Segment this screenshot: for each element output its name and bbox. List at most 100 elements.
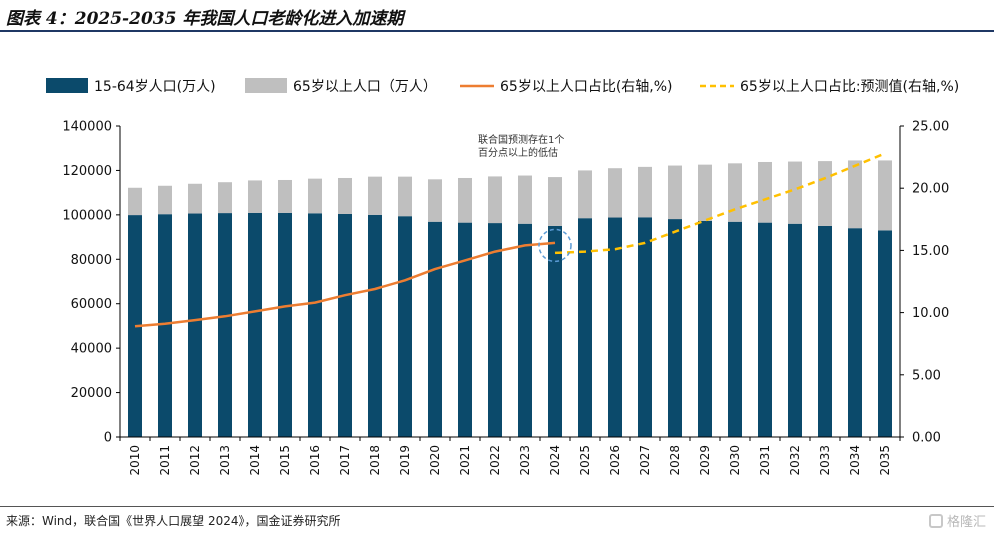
x-tick-label: 2010: [128, 445, 142, 476]
bar-65plus-2025: [578, 170, 592, 219]
bar-65plus-2031: [758, 161, 772, 223]
x-tick-label: 2029: [698, 445, 712, 476]
legend-65plus-forecast-label: 65岁以上人口占比:预测值(右轴,%): [740, 79, 959, 95]
line-65plus-share-forecast: [554, 152, 886, 255]
x-tick-label: 2033: [818, 445, 832, 476]
bar-15-64-2023: [518, 223, 532, 437]
x-tick-label: 2018: [368, 445, 382, 476]
bar-15-64-2022: [488, 223, 502, 437]
annotation-text: 百分点以上的低估: [478, 146, 558, 159]
x-tick-label: 2035: [878, 445, 892, 476]
legend-65plus-swatch: [245, 78, 287, 93]
x-tick-label: 2014: [248, 445, 262, 476]
bar-15-64-2028: [668, 219, 682, 437]
line-series: [134, 152, 886, 328]
bar-65plus-2018: [368, 176, 382, 215]
right-tick-label: 25.00: [912, 120, 949, 135]
x-tick-label: 2022: [488, 445, 502, 476]
bar-65plus-2016: [308, 178, 322, 214]
x-tick-label: 2017: [338, 445, 352, 476]
left-tick-label: 140000: [62, 120, 112, 135]
x-tick-label: 2013: [218, 445, 232, 476]
right-tick-label: 5.00: [912, 368, 941, 383]
bar-65plus-2015: [278, 179, 292, 213]
bar-15-64-2013: [218, 213, 232, 437]
source-note: 来源：Wind，联合国《世界人口展望 2024》，国金证券研究所: [6, 514, 341, 528]
legend-15-64-swatch: [46, 78, 88, 93]
bar-15-64-2014: [248, 212, 262, 437]
watermark: 格隆汇: [928, 511, 986, 530]
x-tick-label: 2021: [458, 445, 472, 476]
legend-65plus-share-label: 65岁以上人口占比(右轴,%): [500, 79, 673, 95]
bar-15-64-2015: [278, 212, 292, 437]
x-tick-label: 2031: [758, 445, 772, 476]
bar-65plus-2034: [848, 160, 862, 229]
bar-65plus-2014: [248, 180, 262, 213]
bar-65plus-2022: [488, 176, 502, 224]
axes: 0 20000 40000 60000 80000 100000 120000 140000 0…: [62, 120, 949, 476]
x-tick-label: 2030: [728, 445, 742, 476]
x-tick-label: 2012: [188, 445, 202, 476]
x-tick-label: 2034: [848, 445, 862, 476]
bar-15-64-2011: [158, 214, 172, 437]
x-tick-label: 2025: [578, 445, 592, 476]
bar-15-64-2032: [788, 223, 802, 437]
x-tick-label: 2015: [278, 445, 292, 476]
bar-15-64-2016: [308, 213, 322, 437]
x-tick-label: 2016: [308, 445, 322, 476]
bar-15-64-2025: [578, 218, 592, 437]
bar-65plus-2019: [398, 176, 412, 217]
page-title: 图表 4：2025-2035 年我国人口老龄化进入加速期: [6, 9, 404, 29]
bar-series: [128, 160, 892, 437]
bar-15-64-2033: [818, 225, 832, 437]
annotation-text: 联合国预测存在1个: [478, 133, 564, 146]
chart-legend: 15-64岁人口(万人) 65岁以上人口（万人） 65岁以上人口占比(右轴,%) 65…: [46, 78, 959, 95]
bar-65plus-2017: [338, 177, 352, 214]
bar-15-64-2031: [758, 222, 772, 437]
x-tick-label: 2011: [158, 445, 172, 476]
bar-65plus-2023: [518, 175, 532, 224]
bar-65plus-2028: [668, 165, 682, 220]
bar-65plus-2010: [128, 187, 142, 216]
bar-65plus-2013: [218, 182, 232, 214]
left-tick-label: 120000: [62, 164, 112, 179]
x-tick-label: 2024: [548, 445, 562, 476]
bar-65plus-2033: [818, 161, 832, 226]
bar-65plus-2026: [608, 168, 622, 218]
legend-15-64-label: 15-64岁人口(万人): [94, 79, 216, 95]
bar-65plus-2030: [728, 163, 742, 222]
title-divider: [0, 30, 994, 32]
x-tick-label: 2019: [398, 445, 412, 476]
population-aging-chart: 15-64岁人口(万人) 65岁以上人口（万人） 65岁以上人口占比(右轴,%) 65…: [46, 78, 959, 476]
bar-15-64-2026: [608, 217, 622, 437]
bar-15-64-2017: [338, 213, 352, 437]
x-tick-label: 2026: [608, 445, 622, 476]
bar-65plus-2027: [638, 166, 652, 218]
x-tick-label: 2020: [428, 445, 442, 476]
bar-15-64-2019: [398, 216, 412, 437]
line-65plus-share: [134, 241, 556, 328]
left-tick-label: 20000: [71, 386, 112, 401]
right-tick-label: 10.00: [912, 306, 949, 321]
bar-15-64-2035: [878, 230, 892, 437]
bar-15-64-2018: [368, 214, 382, 437]
left-tick-label: 40000: [71, 342, 112, 357]
watermark-text: 格隆汇: [946, 515, 986, 530]
x-tick-label: 2028: [668, 445, 682, 476]
bar-15-64-2012: [188, 213, 202, 437]
right-tick-label: 20.00: [912, 182, 949, 197]
left-tick-label: 0: [104, 431, 112, 446]
bar-15-64-2030: [728, 221, 742, 437]
bar-65plus-2020: [428, 179, 442, 222]
bar-15-64-2029: [698, 220, 712, 437]
bar-65plus-2024: [548, 177, 562, 226]
left-tick-label: 60000: [71, 297, 112, 312]
bar-65plus-2029: [698, 164, 712, 221]
watermark-logo-icon: [928, 513, 943, 528]
right-tick-label: 0.00: [912, 431, 941, 446]
bar-65plus-2021: [458, 177, 472, 223]
bar-65plus-2012: [188, 183, 202, 214]
bar-15-64-2024: [548, 225, 562, 437]
bar-15-64-2027: [638, 217, 652, 437]
